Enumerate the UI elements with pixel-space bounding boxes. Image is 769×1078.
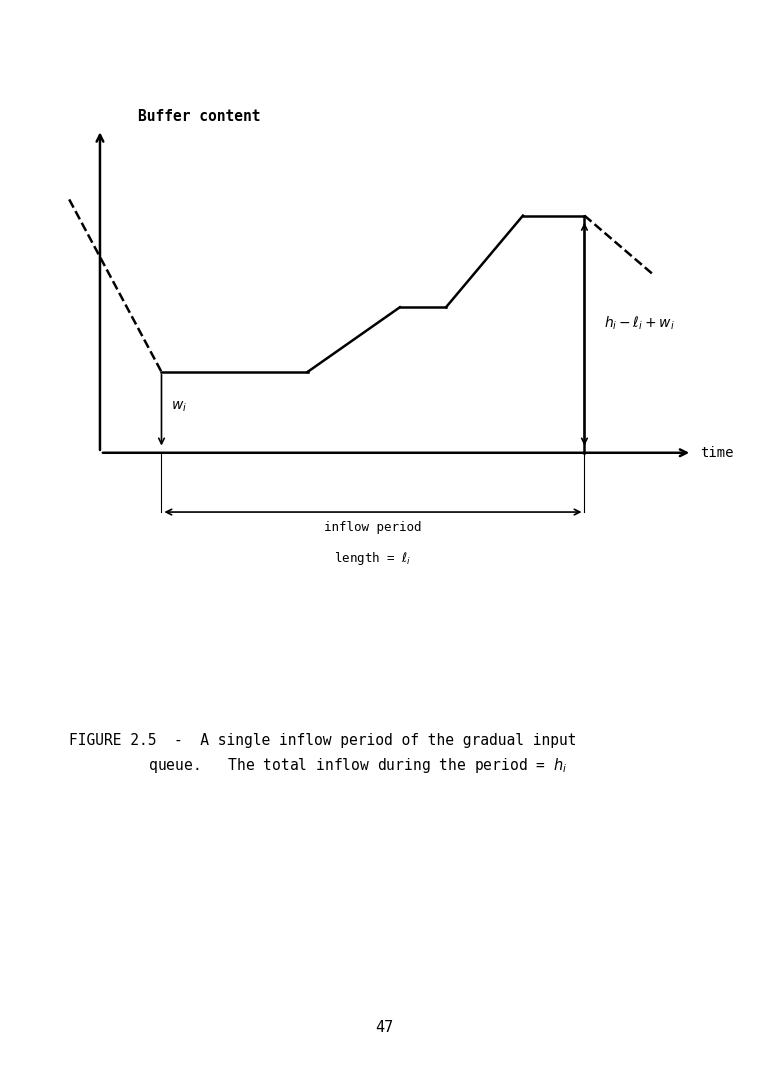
Text: $h_i-\ell_i+w_i$: $h_i-\ell_i+w_i$ xyxy=(604,315,674,332)
Text: time: time xyxy=(700,446,734,459)
Text: $w_i$: $w_i$ xyxy=(171,400,187,414)
Text: 47: 47 xyxy=(375,1020,394,1035)
Text: length = $\ell_i$: length = $\ell_i$ xyxy=(335,550,411,567)
Text: inflow period: inflow period xyxy=(325,521,421,534)
Text: Buffer content: Buffer content xyxy=(138,109,261,124)
Text: FIGURE 2.5  -  A single inflow period of the gradual input
         queue.   The: FIGURE 2.5 - A single inflow period of t… xyxy=(69,733,577,775)
